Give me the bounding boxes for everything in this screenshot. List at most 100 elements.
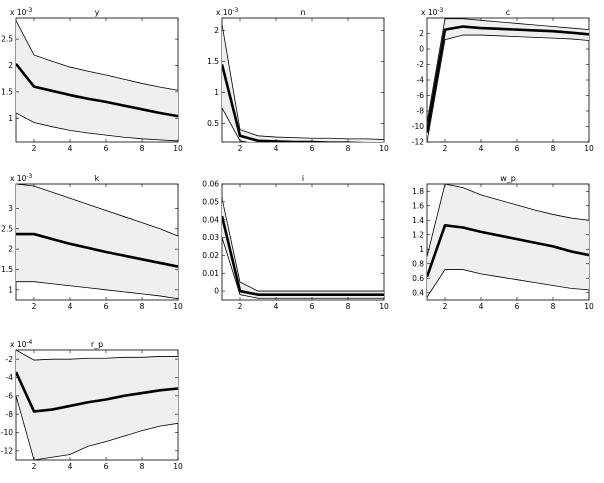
confidence-band	[427, 184, 589, 298]
x-tick-label: 8	[140, 144, 145, 153]
x-tick-label: 4	[479, 144, 484, 153]
x-tick-label: 2	[238, 302, 243, 311]
y-tick-label: 1	[8, 114, 13, 123]
y-tick-label: 1.5	[1, 265, 13, 274]
median-line	[427, 25, 589, 133]
y-tick-label: -4	[6, 373, 14, 382]
upper-line	[16, 184, 178, 237]
x-tick-label: 4	[68, 302, 73, 311]
y-tick-label: 1.5	[1, 87, 13, 96]
axis-multiplier: x 10-3	[216, 7, 239, 17]
x-tick-label: 6	[310, 144, 315, 153]
x-tick-label: 10	[584, 144, 594, 153]
x-tick-label: 8	[140, 302, 145, 311]
x-tick-label: 4	[274, 144, 279, 153]
x-tick-label: 2	[32, 462, 37, 471]
y-tick-label: -12	[1, 446, 13, 455]
panel-title: r_p	[91, 340, 103, 349]
x-tick-label: 2	[32, 144, 37, 153]
x-tick-label: 10	[584, 302, 594, 311]
median-line	[16, 371, 178, 413]
median-line	[222, 215, 384, 296]
panel-n: 2 4 6 8 10 0.5 1 1.5 2 n x 10-3	[207, 7, 389, 153]
lower-line	[16, 112, 178, 142]
x-tick-label: 6	[104, 144, 109, 153]
y-tick-label: 0.4	[412, 288, 424, 297]
y-tick-label: -12	[412, 138, 424, 147]
panel-r-p: 2 4 6 8 10 -12 -10 -8 -6 -4 -2 r_p x 10-4	[1, 339, 183, 471]
y-tick-label: -6	[6, 391, 14, 400]
panel-k: 2 4 6 8 10 1 1.5 2 2.5 3 k x 10-3	[1, 173, 183, 311]
x-tick-label: 8	[551, 302, 556, 311]
plot-area	[221, 183, 385, 301]
upper-line	[427, 184, 589, 257]
y-tick-label: 1.8	[412, 187, 424, 196]
y-tick-label: 0.02	[202, 251, 219, 260]
y-tick-label: -4	[417, 76, 425, 85]
upper-line	[427, 18, 589, 123]
y-tick-label: 0.05	[202, 197, 219, 206]
panel-title: i	[302, 174, 304, 183]
panel-title: c	[506, 8, 510, 17]
lower-line	[16, 281, 178, 300]
median-line	[427, 224, 589, 278]
y-tick-label: 0.04	[202, 215, 219, 224]
y-tick-label: -10	[1, 428, 13, 437]
y-tick-label: 2	[214, 26, 219, 35]
x-tick-label: 4	[274, 302, 279, 311]
y-tick-label: 0.8	[412, 259, 424, 268]
upper-line	[16, 20, 178, 91]
y-tick-label: -2	[417, 60, 425, 69]
y-tick-label: -10	[412, 122, 424, 131]
y-tick-label: 1.5	[207, 57, 219, 66]
lower-line	[427, 269, 589, 298]
panel-w-p: 2 4 6 8 10 0.4 0.6 0.8 1 1.2 1.4 1.6 1.8 w_p	[412, 174, 594, 311]
y-tick-label: 0.06	[202, 180, 219, 189]
y-tick-label: 1.6	[412, 201, 424, 210]
panel-title: w_p	[500, 174, 516, 183]
median-line	[16, 63, 178, 118]
panel-title: n	[300, 8, 305, 17]
median-line	[16, 232, 178, 268]
y-tick-label: 2	[419, 29, 424, 38]
y-tick-label: 3	[8, 204, 13, 213]
x-tick-label: 6	[310, 302, 315, 311]
confidence-band	[16, 20, 178, 141]
panel-y: 2 4 6 8 10 1 1.5 2 2.5 y x 10-3	[1, 7, 183, 153]
x-tick-label: 2	[443, 144, 448, 153]
x-tick-label: 6	[104, 302, 109, 311]
x-tick-label: 10	[173, 144, 183, 153]
upper-line	[222, 198, 384, 292]
y-tick-label: 2.5	[1, 224, 13, 233]
x-tick-label: 6	[515, 144, 520, 153]
y-tick-label: 1	[8, 285, 13, 294]
lower-line	[222, 237, 384, 299]
y-tick-label: 0.6	[412, 274, 424, 283]
median-line	[222, 64, 384, 142]
lower-line	[427, 34, 589, 142]
panel-i: 2 4 6 8 10 0 0.01 0.02 0.03 0.04 0.05 0.06 i	[202, 174, 389, 311]
y-tick-label: 1.2	[412, 230, 424, 239]
y-tick-label: 0	[419, 45, 424, 54]
axis-multiplier: x 10-3	[421, 7, 444, 17]
y-tick-label: 1	[419, 245, 424, 254]
y-tick-label: 2	[8, 61, 13, 70]
y-tick-label: -8	[6, 410, 14, 419]
x-tick-label: 10	[173, 302, 183, 311]
axis-multiplier: x 10-3	[10, 173, 33, 183]
y-tick-label: 1.4	[412, 216, 424, 225]
panel-c: 2 4 6 8 10 -12 -10 -8 -6 -4 -2 0 2 c x 10-3	[412, 7, 594, 153]
confidence-band	[16, 184, 178, 299]
y-tick-label: 1	[214, 88, 219, 97]
y-tick-label: -6	[417, 91, 425, 100]
confidence-band	[16, 350, 178, 460]
y-tick-label: -2	[6, 355, 14, 364]
lower-line	[16, 395, 178, 460]
y-tick-label: 0.01	[202, 269, 219, 278]
axis-multiplier: x 10-4	[10, 339, 33, 349]
x-tick-label: 2	[443, 302, 448, 311]
x-tick-label: 6	[515, 302, 520, 311]
x-tick-label: 10	[173, 462, 183, 471]
x-tick-label: 4	[68, 144, 73, 153]
y-tick-label: 0.5	[207, 119, 219, 128]
